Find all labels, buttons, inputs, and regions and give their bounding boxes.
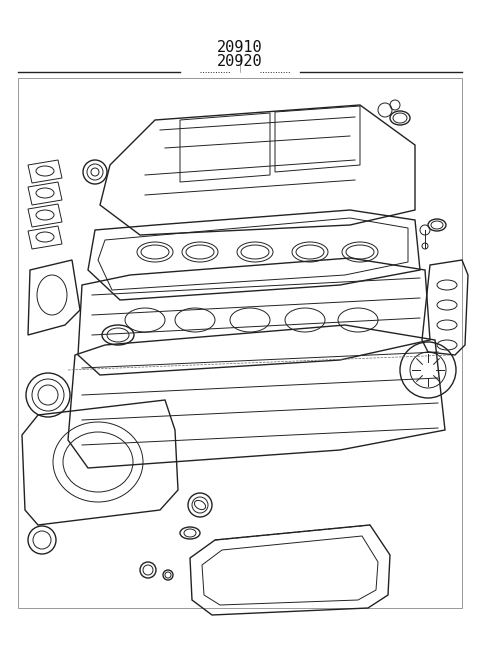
Text: 20910: 20910 — [217, 41, 263, 55]
Text: 20920: 20920 — [217, 55, 263, 70]
Bar — [18, 78, 462, 608]
